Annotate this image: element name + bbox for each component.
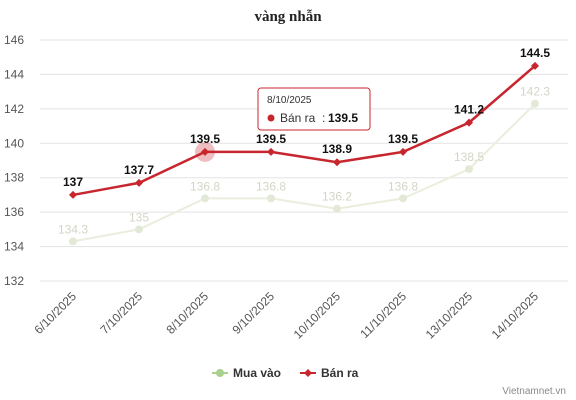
point-ban-ra[interactable]	[465, 118, 473, 127]
tooltip: 8/10/2025 Bán ra:139.5	[257, 87, 371, 131]
point-ban-ra[interactable]	[399, 147, 407, 156]
y-tick-label: 140	[4, 136, 24, 150]
x-tick-label: 13/10/2025	[423, 289, 476, 342]
x-axis-ticks: 6/10/2025 7/10/2025 8/10/2025 9/10/2025 10/1…	[31, 289, 541, 342]
legend-label[interactable]: Mua vào	[233, 366, 281, 380]
data-label-ban-ra: 139.5	[256, 132, 286, 146]
data-label-mua-vao: 134.3	[58, 222, 88, 236]
tooltip-box	[257, 87, 371, 131]
point-mua-vao[interactable]	[69, 237, 77, 246]
series-line-ban-ra	[72, 64, 536, 197]
x-tick-label: 7/10/2025	[97, 289, 145, 337]
y-axis-ticks: 132 134 136 138 140 142 144 146	[4, 33, 24, 288]
data-label-mua-vao: 138.5	[454, 150, 484, 164]
data-label-mua-vao: 135	[129, 210, 149, 224]
x-tick-label: 10/10/2025	[291, 289, 344, 342]
grid-lines	[40, 39, 568, 282]
point-ban-ra[interactable]	[69, 190, 77, 199]
legend-marker	[216, 369, 224, 377]
legend-label[interactable]: Bán ra	[321, 366, 359, 380]
point-mua-vao[interactable]	[531, 99, 539, 108]
series-line-mua-vao	[72, 102, 536, 243]
data-label-ban-ra: 139.5	[190, 132, 220, 146]
point-ban-ra[interactable]	[333, 158, 341, 167]
point-mua-vao[interactable]	[135, 225, 143, 234]
data-label-ban-ra: 141.2	[454, 103, 484, 117]
tooltip-date: 8/10/2025	[267, 95, 312, 106]
data-label-ban-ra: 138.9	[322, 142, 352, 156]
tooltip-marker	[267, 114, 275, 122]
x-tick-label: 8/10/2025	[163, 289, 211, 337]
y-tick-label: 142	[4, 102, 24, 116]
data-label-ban-ra: 144.5	[520, 46, 550, 60]
series-lines	[69, 61, 539, 246]
tooltip-colon: :	[322, 111, 325, 125]
point-mua-vao[interactable]	[465, 165, 473, 174]
point-ban-ra[interactable]	[531, 61, 539, 70]
tooltip-value: 139.5	[328, 111, 358, 125]
legend-item[interactable]: Mua vào	[212, 366, 281, 380]
data-label-mua-vao: 136.8	[388, 179, 418, 193]
legend-marker	[304, 369, 312, 377]
point-mua-vao[interactable]	[201, 194, 209, 203]
data-label-mua-vao: 142.3	[520, 85, 550, 99]
data-label-mua-vao: 136.2	[322, 190, 352, 204]
legend[interactable]: Mua vào Bán ra	[212, 366, 359, 380]
x-tick-label: 9/10/2025	[229, 289, 277, 337]
credits[interactable]: Vietnamnet.vn	[502, 386, 566, 397]
tooltip-series-name: Bán ra	[280, 111, 316, 125]
x-tick-label: 14/10/2025	[489, 289, 542, 342]
data-label-ban-ra: 137.7	[124, 163, 154, 177]
point-mua-vao[interactable]	[333, 204, 341, 213]
x-tick-label: 11/10/2025	[357, 289, 409, 341]
point-mua-vao[interactable]	[399, 194, 407, 203]
y-tick-label: 146	[4, 33, 24, 47]
y-tick-label: 138	[4, 171, 24, 185]
data-label-ban-ra: 139.5	[388, 132, 418, 146]
legend-item[interactable]: Bán ra	[300, 366, 359, 380]
point-mua-vao[interactable]	[267, 194, 275, 203]
chart-title: vàng nhẫn	[254, 9, 322, 25]
data-label-mua-vao: 136.8	[256, 179, 286, 193]
data-label-ban-ra: 137	[63, 175, 83, 189]
y-tick-label: 132	[4, 274, 24, 288]
y-tick-label: 134	[4, 240, 24, 254]
point-ban-ra[interactable]	[201, 147, 209, 156]
data-labels: 134.3 135 136.8 136.8 136.2 136.8 138.5 142.3 13…	[58, 46, 550, 237]
y-tick-label: 144	[4, 67, 24, 81]
point-ban-ra[interactable]	[267, 147, 275, 156]
point-ban-ra[interactable]	[135, 178, 143, 187]
x-tick-label: 6/10/2025	[31, 289, 79, 337]
data-label-mua-vao: 136.8	[190, 179, 220, 193]
y-tick-label: 136	[4, 205, 24, 219]
